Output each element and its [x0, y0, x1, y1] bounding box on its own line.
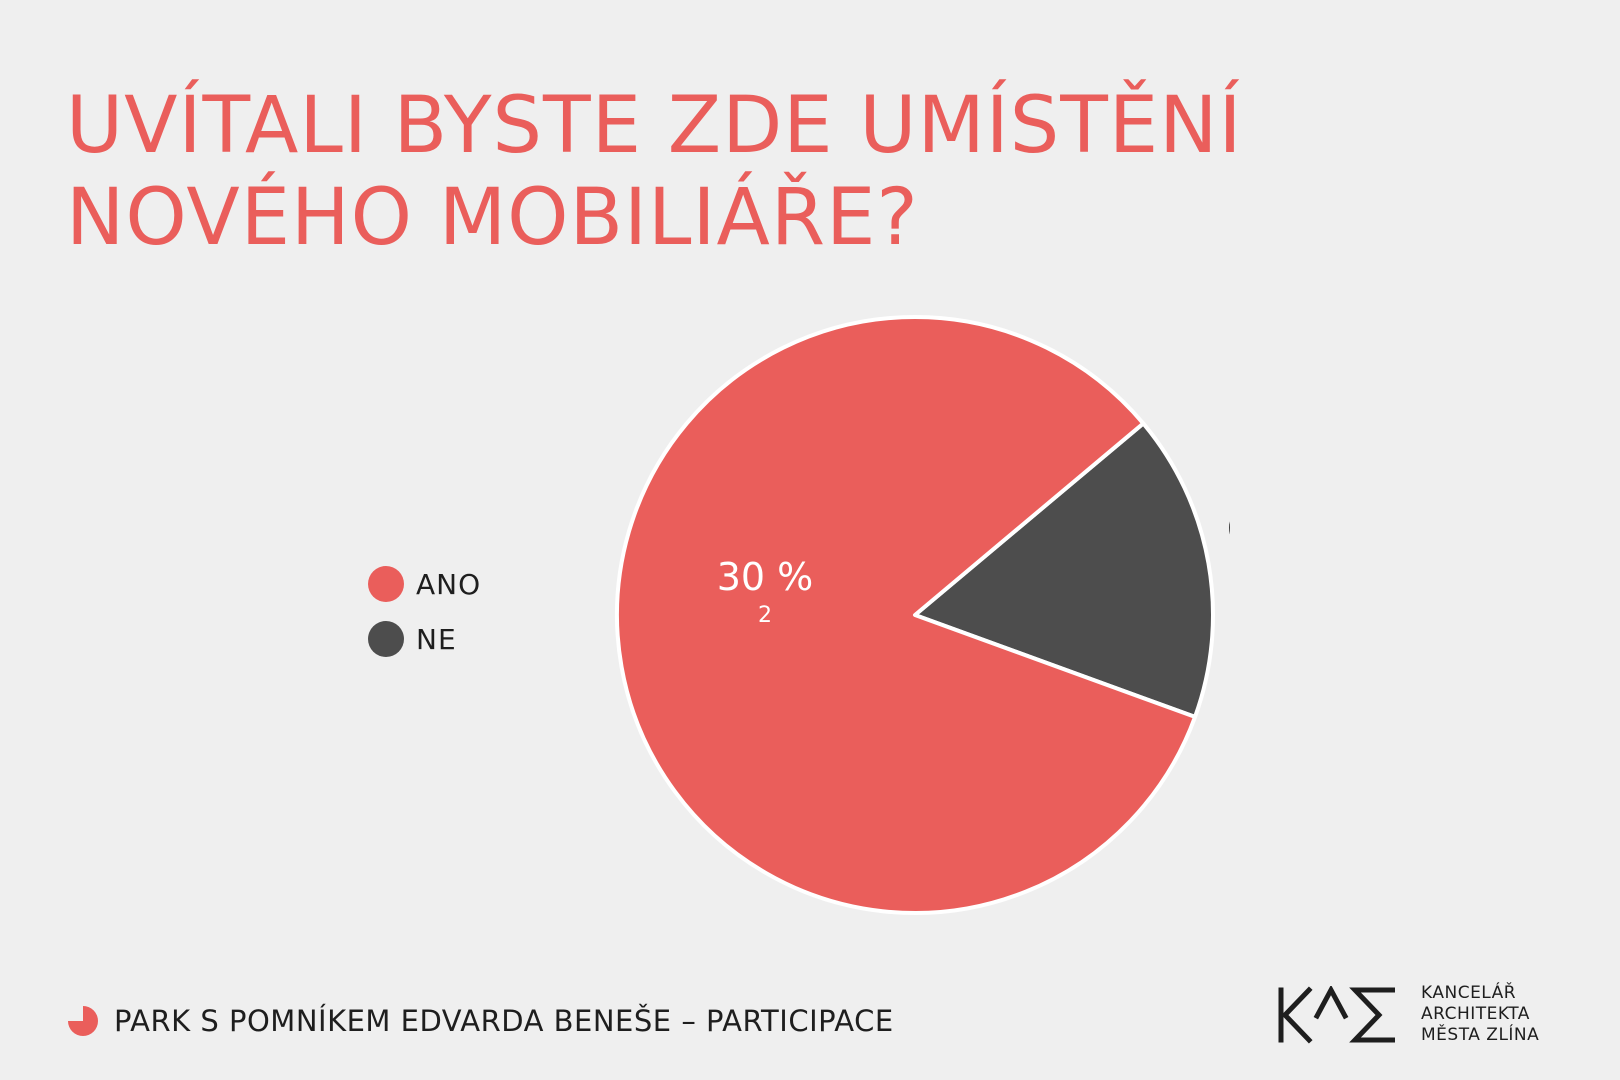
logo-text-line-2: ARCHITEKTA	[1421, 1004, 1530, 1024]
kam-logo: KANCELÁŘ ARCHITEKTA MĚSTA ZLÍNA	[1275, 983, 1539, 1046]
logo-text-line-1: KANCELÁŘ	[1421, 983, 1517, 1003]
chart-title-line-1: UVÍTALI BYSTE ZDE UMÍSTĚNÍ	[66, 81, 1243, 171]
kam-logo-mark	[1278, 985, 1395, 1044]
footer-text: PARK S POMNÍKEM EDVARDA BENEŠE – PARTICI…	[114, 1004, 894, 1038]
data-label-sub-ano: 2	[758, 603, 772, 628]
legend-swatch-ano	[368, 566, 404, 602]
chart-legend: ANO NE	[368, 566, 481, 676]
data-label-value-ano: 30 %	[717, 555, 814, 599]
legend-label-ne: NE	[416, 622, 457, 656]
chart-title-line-2: NOVÉHO MOBILIÁŘE?	[66, 173, 919, 263]
legend-label-ano: ANO	[416, 567, 482, 601]
legend-item-ano: ANO	[368, 566, 481, 602]
data-label-ano: 30 % 2	[717, 555, 814, 628]
footer: PARK S POMNÍKEM EDVARDA BENEŠE – PARTICI…	[66, 1004, 894, 1038]
pie-chart-icon	[68, 1006, 98, 1036]
data-label-ne: 6 %2	[1226, 507, 1230, 551]
pie-chart: 30 % 2 6 %2	[615, 315, 1230, 915]
pie-slice-ano	[615, 315, 1198, 915]
legend-swatch-ne	[368, 621, 404, 657]
logo-text: KANCELÁŘ ARCHITEKTA MĚSTA ZLÍNA	[1421, 983, 1539, 1046]
logo-text-line-3: MĚSTA ZLÍNA	[1421, 1025, 1540, 1045]
pie-slice-ne	[913, 421, 1215, 719]
data-label-value-ne: 6 %	[1226, 507, 1230, 551]
legend-item-ne: NE	[368, 621, 481, 657]
chart-title: UVÍTALI BYSTE ZDE UMÍSTĚNÍ NOVÉHO MOBILI…	[66, 80, 1366, 264]
